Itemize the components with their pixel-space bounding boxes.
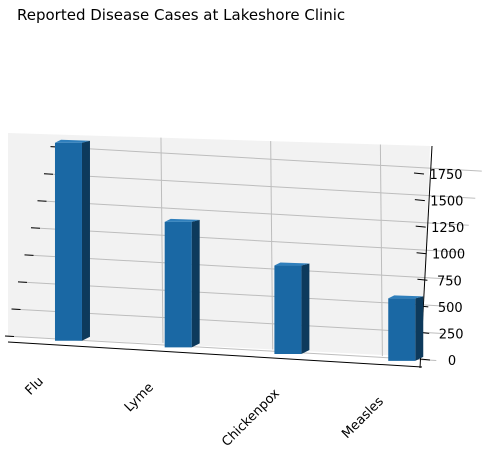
bar-side	[81, 140, 90, 341]
bar-top	[388, 295, 424, 299]
bar-top	[54, 139, 90, 143]
bar-front	[164, 221, 192, 348]
tick-left	[4, 335, 15, 337]
z-tick-label: 1250	[431, 221, 464, 236]
z-tick-label: 250	[439, 327, 464, 342]
z-tick-mark	[417, 278, 428, 281]
x-tick-label: Lyme	[122, 380, 157, 415]
z-tick-label: 1000	[432, 248, 465, 263]
tick-left	[24, 254, 34, 256]
bar-front	[388, 298, 416, 361]
bars	[54, 139, 424, 361]
z-tick-mark	[414, 199, 425, 202]
z-tick-mark	[415, 225, 426, 228]
gridline-z	[24, 254, 456, 280]
tick-left	[37, 200, 47, 202]
bar-side	[415, 296, 424, 361]
bar-top	[164, 218, 200, 222]
bar-side	[191, 219, 200, 348]
bar-front	[274, 265, 302, 354]
z-tick-label: 1500	[430, 195, 463, 210]
gridline-x	[160, 137, 164, 343]
tick-left	[43, 173, 54, 175]
bar-top	[274, 262, 310, 266]
x-tick-label: Chickenpox	[219, 386, 283, 450]
gridline-z	[50, 146, 482, 172]
bar-front	[54, 142, 82, 341]
bar-chickenpox	[274, 262, 310, 354]
chart-title: Reported Disease Cases at Lakeshore Clin…	[17, 6, 346, 24]
z-tick-label: 0	[448, 354, 456, 369]
z-tick-label: 750	[437, 274, 462, 289]
bar-lyme	[164, 218, 200, 348]
x-tick-label: Measles	[339, 394, 387, 442]
gridline-z	[30, 227, 463, 253]
z-tick-mark	[419, 358, 431, 361]
gridline-z	[37, 200, 469, 226]
z-tick-mark	[413, 172, 425, 175]
z-tick-label: 500	[438, 301, 463, 316]
tick-left	[11, 308, 21, 310]
gridline-x	[379, 144, 383, 357]
bar-measles	[388, 295, 424, 361]
gridline-x	[270, 141, 274, 350]
tick-left	[30, 227, 41, 229]
tick-left	[17, 281, 28, 283]
bar-side	[301, 263, 310, 354]
x-tick-label: Flu	[23, 374, 47, 398]
bar-flu	[54, 139, 90, 341]
z-tick-mark	[416, 252, 427, 255]
z-tick-label: 1750	[429, 168, 462, 183]
back-pane	[8, 133, 430, 357]
gridline-z	[43, 173, 476, 199]
back-pane-face	[8, 133, 430, 357]
x-axis-line	[7, 341, 423, 368]
